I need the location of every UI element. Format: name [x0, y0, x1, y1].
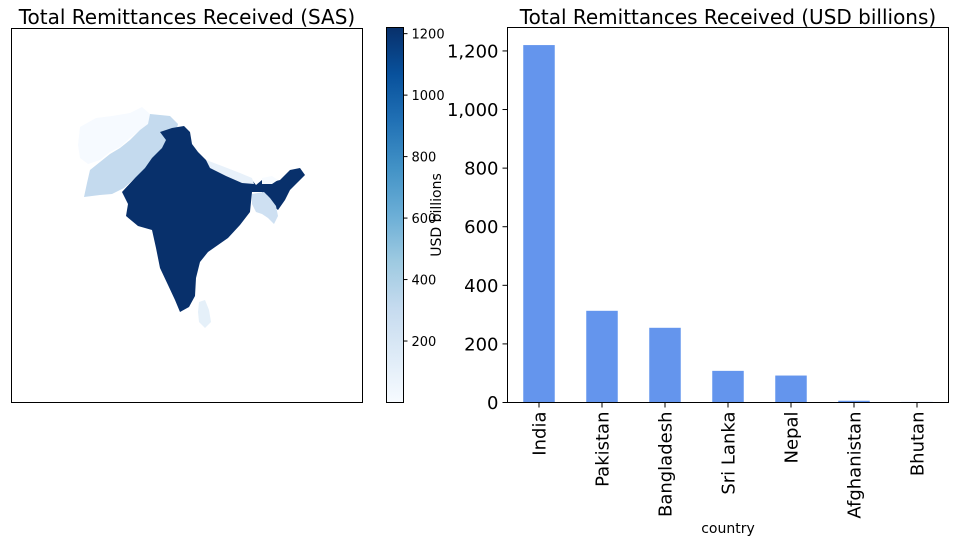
- y-tick-label: 1,000: [447, 100, 499, 121]
- bar-pakistan: [586, 310, 618, 403]
- x-tick-label: Sri Lanka: [719, 412, 740, 495]
- bar-bangladesh: [649, 327, 681, 403]
- y-tick-label: 200: [464, 334, 498, 355]
- x-tick-label: Bangladesh: [656, 412, 677, 518]
- x-tick-label: Nepal: [782, 412, 803, 464]
- y-tick-label: 600: [464, 217, 498, 238]
- region-bhutan: [262, 176, 278, 184]
- x-tick-label: Afghanistan: [845, 412, 866, 519]
- y-tick-label: 400: [464, 276, 498, 297]
- y-axis: 0 200 400 600 800 1,000 1,200: [447, 41, 508, 414]
- x-axis: India Pakistan Bangladesh Sri Lanka Nepal Afg…: [530, 402, 929, 519]
- y-tick-label: 800: [464, 159, 498, 180]
- colorbar-tick-label: 200: [412, 335, 437, 350]
- y-tick-label: 1,200: [447, 41, 499, 62]
- region-india: [122, 126, 305, 312]
- bar-sri-lanka: [712, 370, 744, 403]
- x-tick-label: Bhutan: [908, 412, 929, 477]
- region-sri-lanka: [198, 300, 211, 328]
- map-regions: [78, 107, 305, 328]
- bar-india: [523, 45, 555, 403]
- bar-afghanistan: [838, 400, 870, 403]
- colorbar-tick-label: 800: [412, 151, 437, 166]
- region-afghanistan: [78, 107, 150, 164]
- region-bangladesh: [252, 192, 278, 224]
- x-tick-label: India: [530, 412, 551, 456]
- x-axis-label: country: [701, 521, 755, 537]
- x-tick-label: Pakistan: [593, 412, 614, 487]
- colorbar-label: USD billions: [429, 173, 445, 257]
- bar-plot-frame: [507, 27, 949, 403]
- colorbar-ticks: 200 400 600 800 1000 1200: [403, 28, 445, 350]
- bar-plot-area: [523, 45, 933, 403]
- colorbar-tick-label: 1000: [412, 89, 445, 104]
- region-pakistan: [84, 114, 178, 197]
- region-nepal: [206, 160, 254, 184]
- colorbar-tick-label: 1200: [412, 28, 445, 43]
- colorbar-tick-label: 400: [412, 274, 437, 289]
- map-title: Total Remittances Received (SAS): [18, 5, 356, 29]
- y-tick-label: 0: [487, 393, 498, 414]
- bar-nepal: [775, 375, 807, 403]
- bar-chart-title: Total Remittances Received (USD billions…: [519, 5, 936, 29]
- colorbar-tick-label: 600: [412, 212, 437, 227]
- colorbar: [386, 27, 404, 403]
